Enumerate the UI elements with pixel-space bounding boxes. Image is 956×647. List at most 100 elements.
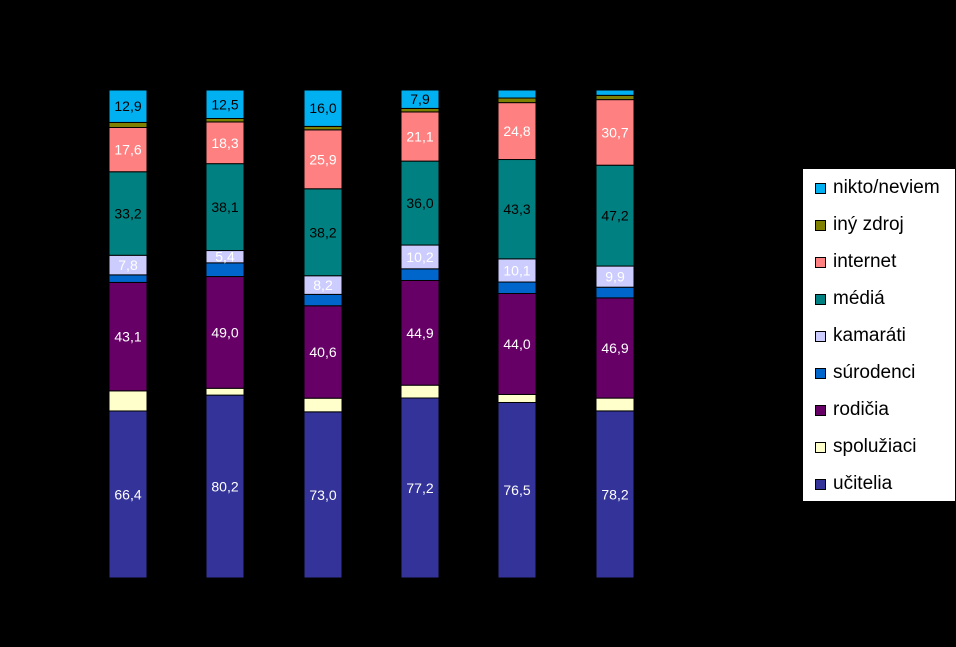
legend: nikto/neviem iný zdroj internet médiá kamará… <box>802 168 956 502</box>
bar-segment <box>108 390 148 412</box>
data-label: 76,5 <box>503 482 530 498</box>
data-label: 40,6 <box>309 344 336 360</box>
bar-segment <box>108 126 148 173</box>
bar-segment <box>303 129 343 190</box>
bar-segment <box>108 171 148 256</box>
legend-label: iný zdroj <box>833 214 904 235</box>
bar-segment <box>595 286 635 299</box>
data-label: 25,9 <box>309 151 336 167</box>
bar-segment <box>400 268 440 281</box>
bar-segment <box>595 397 635 412</box>
legend-swatch <box>815 219 826 231</box>
legend-item: súrodenci <box>815 358 915 388</box>
data-label: 66,4 <box>114 486 141 502</box>
legend-swatch <box>815 367 826 379</box>
data-label: 78,2 <box>601 486 628 502</box>
bar-segment <box>595 89 635 96</box>
data-label: 24,8 <box>503 123 530 139</box>
data-label: 16,0 <box>309 100 336 116</box>
legend-swatch <box>815 441 826 453</box>
bar-segment <box>595 297 635 399</box>
legend-label: rodičia <box>833 399 889 420</box>
data-label: 5,4 <box>215 249 235 265</box>
bar-segment <box>205 387 245 396</box>
data-label: 44,9 <box>406 325 433 341</box>
bar-segment <box>595 164 635 267</box>
data-label: 36,0 <box>406 195 433 211</box>
bar-segment <box>400 397 440 579</box>
data-label: 46,9 <box>601 340 628 356</box>
bar-segment <box>205 163 245 252</box>
bar-segment <box>303 293 343 307</box>
bar-segment <box>595 94 635 101</box>
bar-segment <box>108 89 148 123</box>
data-label: 17,6 <box>114 142 141 158</box>
legend-swatch <box>815 330 826 342</box>
legend-label: učitelia <box>833 473 893 494</box>
legend-label: kamaráti <box>833 325 906 346</box>
bar-segment <box>205 118 245 123</box>
legend-label: súrodenci <box>833 362 916 383</box>
legend-item: nikto/neviem <box>815 173 940 203</box>
bar-segment <box>497 393 537 403</box>
legend-swatch <box>815 182 826 194</box>
legend-item: iný zdroj <box>815 210 904 240</box>
data-label: 10,1 <box>503 262 530 278</box>
legend-swatch <box>815 404 826 416</box>
legend-label: internet <box>833 251 897 272</box>
data-label: 38,2 <box>309 224 336 240</box>
legend-item: internet <box>815 247 896 277</box>
legend-label: médiá <box>833 288 885 309</box>
bar-segment <box>108 281 148 392</box>
data-label: 44,0 <box>503 336 530 352</box>
data-label: 43,1 <box>114 329 141 345</box>
legend-swatch <box>815 256 826 268</box>
data-label: 30,7 <box>601 124 628 140</box>
bar-segment <box>595 99 635 166</box>
bar-segment <box>108 410 148 579</box>
data-label: 73,0 <box>309 487 336 503</box>
data-label: 8,2 <box>313 277 333 293</box>
bar-segment <box>497 102 537 161</box>
legend-swatch <box>815 478 826 490</box>
bar-segment <box>303 125 343 131</box>
bar-segment <box>497 281 537 295</box>
bar-segment <box>400 89 440 109</box>
legend-item: spolužiaci <box>815 432 916 462</box>
data-label: 7,9 <box>410 91 430 107</box>
legend-item: médiá <box>815 284 885 314</box>
data-label: 10,2 <box>406 249 433 265</box>
data-label: 47,2 <box>601 208 628 224</box>
legend-item: kamaráti <box>815 321 906 351</box>
bar-segment <box>400 384 440 399</box>
bar-segment <box>303 188 343 277</box>
bar-segment <box>400 160 440 246</box>
data-label: 80,2 <box>211 479 238 495</box>
bar-segment <box>595 410 635 579</box>
legend-label: nikto/neviem <box>833 177 940 198</box>
bar-segment <box>400 279 440 386</box>
bar-segment <box>303 411 343 579</box>
data-label: 38,1 <box>211 199 238 215</box>
bar-segment <box>400 111 440 162</box>
data-label: 12,5 <box>211 96 238 112</box>
bar-segment <box>497 401 537 579</box>
legend-label: spolužiaci <box>833 436 917 457</box>
data-label: 12,9 <box>114 98 141 114</box>
bar-segment <box>205 276 245 389</box>
bar-segment <box>497 89 537 99</box>
bar-segment <box>400 107 440 113</box>
data-label: 21,1 <box>406 129 433 145</box>
bar-segment <box>303 397 343 413</box>
data-label: 77,2 <box>406 480 433 496</box>
legend-item: učitelia <box>815 469 892 499</box>
data-label: 9,9 <box>605 269 625 285</box>
bar-segment <box>205 121 245 165</box>
bar-segment <box>205 262 245 278</box>
data-label: 18,3 <box>211 135 238 151</box>
bar-segment <box>108 121 148 128</box>
bar-segment <box>205 89 245 120</box>
legend-swatch <box>815 293 826 305</box>
